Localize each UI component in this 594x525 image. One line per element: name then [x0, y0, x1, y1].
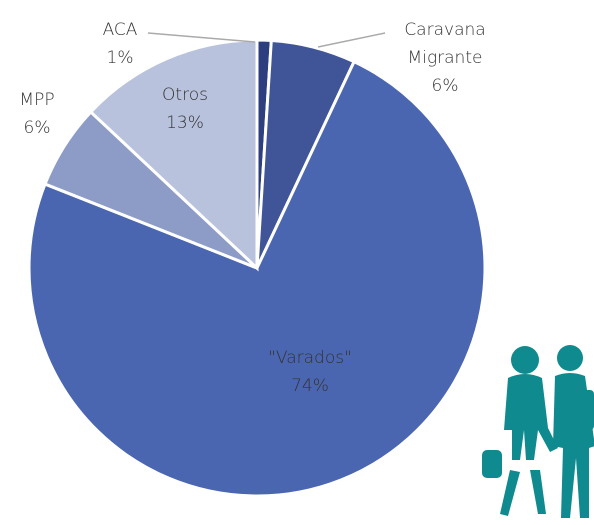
slices: [27, 38, 487, 498]
category-label: ACA: [102, 20, 138, 40]
slice-label: Otros 13%: [145, 81, 225, 137]
value-label: 1%: [106, 48, 134, 68]
category-label: Caravana Migrante: [404, 20, 486, 68]
category-label: "Varados": [268, 348, 352, 368]
leader-line: [317, 32, 386, 48]
people-illustration: [482, 345, 594, 518]
slice-label: MPP 6%: [7, 86, 67, 142]
slice-label: ACA 1%: [80, 16, 160, 72]
category-label: Otros: [162, 85, 208, 105]
slice-label: "Varados" 74%: [250, 344, 370, 400]
leader-line: [147, 32, 256, 43]
value-label: 13%: [166, 113, 204, 133]
value-label: 6%: [23, 118, 51, 138]
slice-label: Caravana Migrante 6%: [395, 16, 495, 100]
value-label: 74%: [291, 376, 329, 396]
category-label: MPP: [19, 90, 55, 110]
slice: [27, 59, 487, 498]
value-label: 6%: [431, 76, 459, 96]
